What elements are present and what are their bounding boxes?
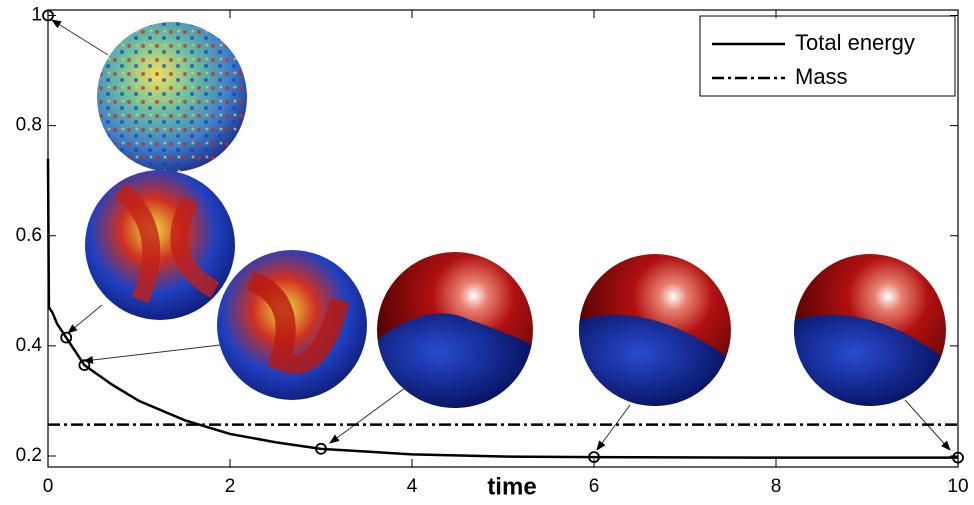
x-tick-label: 8	[771, 476, 782, 497]
chart: time 0.20.40.60.810246810Total energyMas…	[0, 0, 974, 500]
y-tick-label: 0.2	[16, 445, 42, 466]
x-tick-label: 4	[407, 476, 418, 497]
x-tick-label: 6	[589, 476, 600, 497]
x-tick-label: 0	[43, 476, 54, 497]
y-tick-label: 0.4	[16, 335, 43, 356]
y-tick-label: 1	[31, 5, 42, 26]
legend-label: Mass	[795, 64, 848, 89]
y-tick-label: 0.6	[16, 225, 42, 246]
y-tick-label: 0.8	[16, 115, 42, 136]
x-tick-label: 2	[225, 476, 236, 497]
x-tick-label: 10	[947, 476, 968, 497]
legend-label: Total energy	[795, 30, 915, 55]
x-axis-label: time	[487, 473, 536, 500]
